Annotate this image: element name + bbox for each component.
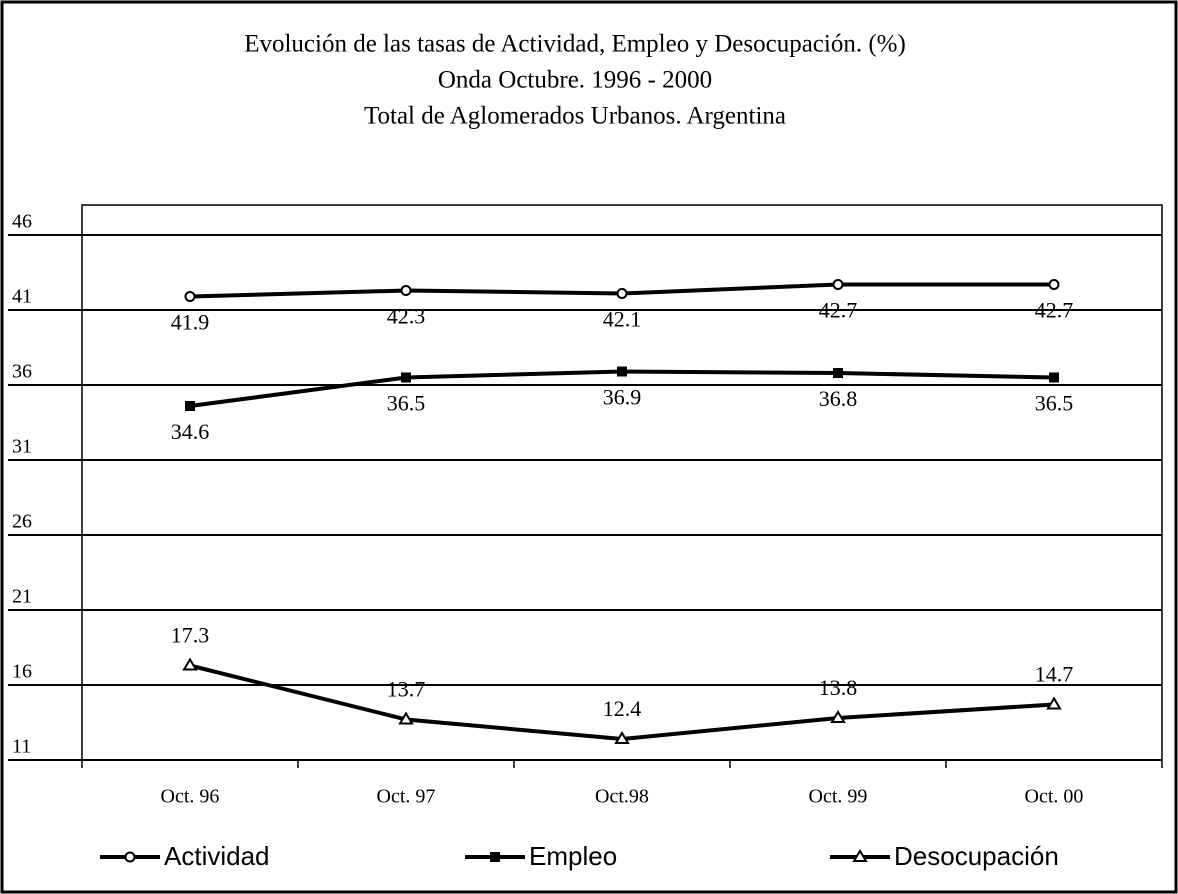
data-label: 42.7 <box>819 298 858 323</box>
point <box>401 372 411 383</box>
data-label: 42.3 <box>387 304 426 329</box>
y-tick-label: 46 <box>12 211 32 233</box>
data-label: 36.8 <box>819 386 858 411</box>
x-tick-label: Oct. 97 <box>377 786 436 808</box>
point <box>185 401 195 411</box>
point <box>1049 372 1059 383</box>
x-tick-label: Oct.98 <box>595 786 649 808</box>
point <box>1046 696 1062 710</box>
legend-marker <box>852 849 868 862</box>
legend-marker <box>490 852 500 862</box>
point <box>617 366 627 377</box>
data-label: 41.9 <box>171 310 210 335</box>
data-label: 36.5 <box>1035 391 1074 416</box>
chart-title: Onda Octubre. 1996 - 2000 <box>438 67 712 94</box>
y-tick-label: 26 <box>12 511 32 533</box>
point <box>184 291 196 302</box>
point <box>833 368 843 378</box>
x-tick-label: Oct. 00 <box>1025 786 1084 808</box>
point <box>400 285 412 296</box>
y-tick-label: 21 <box>12 586 32 608</box>
legend-label: Actividad <box>164 841 270 871</box>
data-label: 12.4 <box>603 696 642 721</box>
y-tick-label: 41 <box>12 286 32 308</box>
point <box>830 710 846 723</box>
data-label: 13.8 <box>819 675 858 700</box>
point <box>616 288 628 299</box>
data-label: 34.6 <box>171 419 210 444</box>
data-label: 36.9 <box>603 385 642 410</box>
data-label: 13.7 <box>387 677 426 702</box>
x-tick-label: Oct. 96 <box>161 786 220 808</box>
y-tick-label: 16 <box>12 661 32 683</box>
data-label: 42.1 <box>603 307 642 332</box>
point <box>832 279 844 290</box>
data-label: 36.5 <box>387 391 426 416</box>
y-tick-label: 31 <box>12 436 32 458</box>
point <box>398 711 414 725</box>
legend-label: Empleo <box>529 841 617 871</box>
data-label: 14.7 <box>1035 662 1074 687</box>
y-tick-label: 36 <box>12 361 32 383</box>
point <box>1048 279 1060 290</box>
point <box>614 731 630 744</box>
data-label: 17.3 <box>171 623 210 648</box>
legend-marker <box>124 851 136 863</box>
y-tick-label: 11 <box>12 736 31 758</box>
legend-label: Desocupación <box>894 841 1059 871</box>
data-label: 42.7 <box>1035 298 1074 323</box>
x-tick-label: Oct. 99 <box>809 786 868 808</box>
chart-title: Evolución de las tasas de Actividad, Emp… <box>244 31 906 58</box>
chart-title: Total de Aglomerados Urbanos. Argentina <box>364 103 786 130</box>
point <box>182 657 198 671</box>
